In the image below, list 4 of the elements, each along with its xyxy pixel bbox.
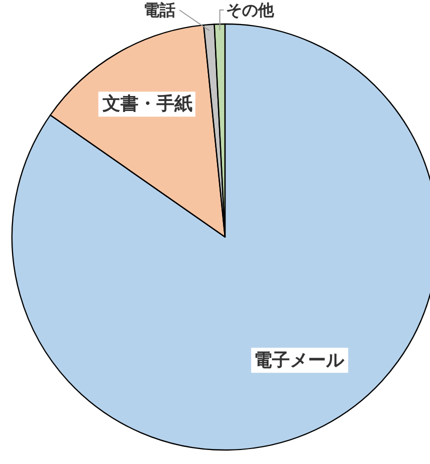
slice-label: 文書・手紙 <box>101 94 192 115</box>
slice-label: 電話 <box>143 0 176 20</box>
slice-label: 電子メール <box>254 350 346 371</box>
slice-label: その他 <box>226 0 275 20</box>
